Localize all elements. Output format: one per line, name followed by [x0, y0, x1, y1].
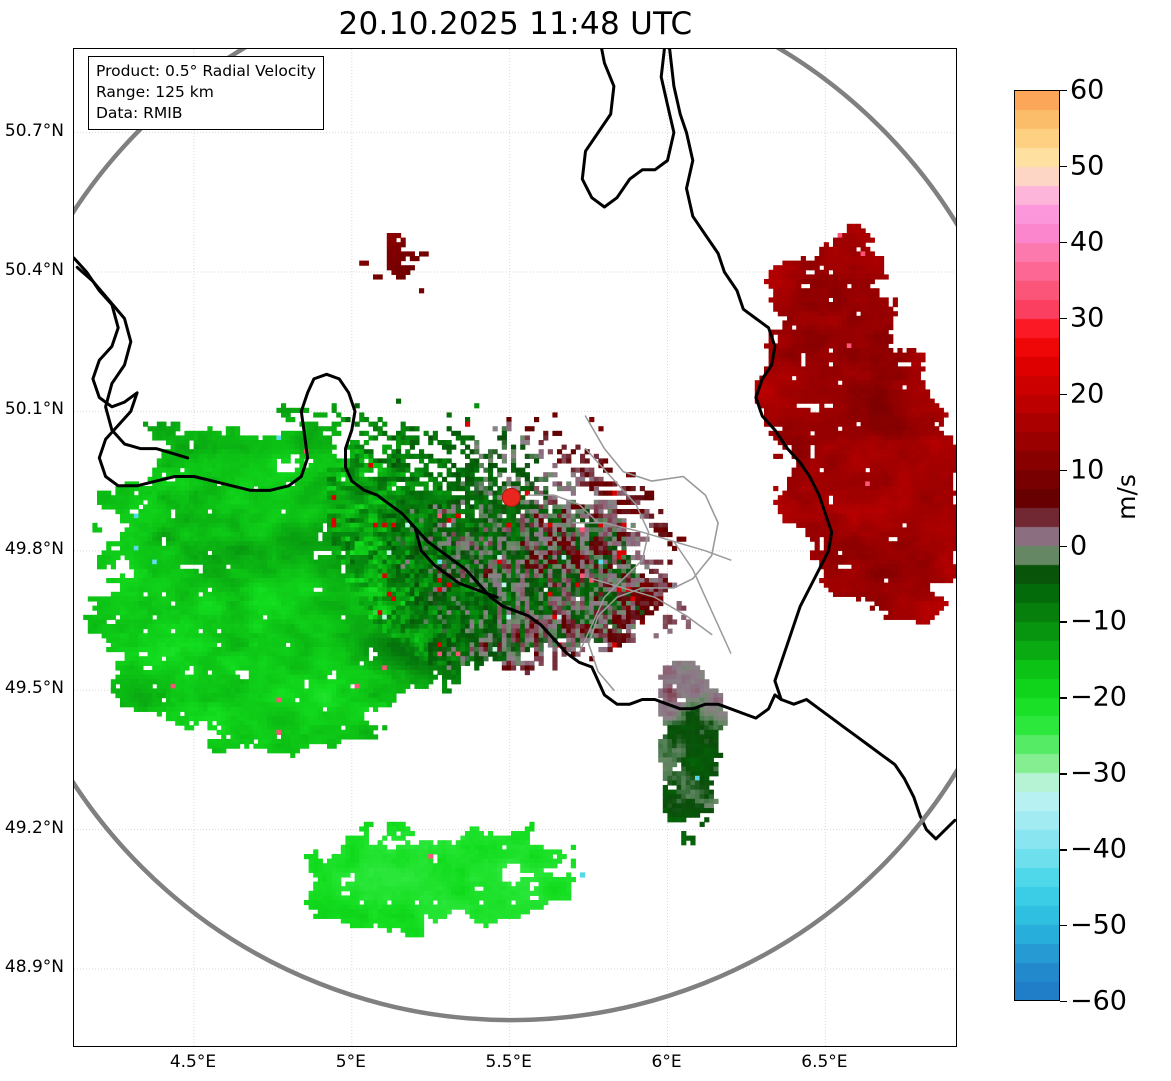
info-data: Data: RMIB [96, 104, 183, 122]
colorbar-tick-mark [1060, 621, 1067, 623]
product-info-box: Product: 0.5° Radial Velocity Range: 125… [88, 56, 324, 130]
colorbar-tick-mark [1060, 697, 1067, 699]
colorbar-tick-mark [1060, 469, 1067, 471]
x-axis-tick-label: 6°E [651, 1052, 682, 1072]
radar-map-svg [74, 49, 956, 1046]
national-borders [74, 49, 956, 841]
colorbar-tick-label: −40 [1070, 833, 1127, 865]
colorbar-tick-label: 40 [1070, 226, 1105, 258]
colorbar-tick-label: 20 [1070, 378, 1105, 410]
x-axis-tick-label: 5.5°E [485, 1052, 532, 1072]
colorbar-tick-mark [1060, 849, 1067, 851]
colorbar-tick-mark [1060, 241, 1067, 244]
border-nw-segment [75, 265, 190, 460]
admin-line-lux-4 [591, 577, 713, 636]
admin-line-lux-3 [572, 522, 732, 561]
colorbar-tick-label: −60 [1070, 985, 1127, 1017]
y-axis-tick-label: 50.4°N [4, 260, 64, 281]
colorbar-tick-label: −10 [1070, 605, 1127, 637]
info-range: Range: 125 km [96, 83, 214, 101]
admin-line-lux-5 [673, 540, 732, 654]
colorbar-tick-label: 60 [1070, 74, 1105, 106]
range-ring-125km [74, 49, 956, 1023]
colorbar-gradient [1015, 91, 1059, 1000]
admin-line-lux-1 [584, 415, 719, 691]
colorbar-tick-mark [1060, 925, 1067, 927]
border-be-fr-lux-south [74, 256, 783, 720]
colorbar-tick-mark [1060, 1001, 1067, 1003]
colorbar-tick-mark [1060, 90, 1067, 92]
y-axis-tick-label: 49.2°N [4, 817, 64, 838]
border-nl-be-limburg [580, 49, 676, 209]
colorbar-tick-label: −50 [1070, 909, 1127, 941]
radar-echo-layer [83, 223, 956, 938]
border-branch-gaume [413, 526, 499, 599]
colorbar-tick-mark [1060, 773, 1067, 775]
colorbar-unit-label: m/s [1112, 474, 1141, 520]
x-axis-tick-label: 6.5°E [801, 1052, 848, 1072]
x-axis-tick-label: 4.5°E [169, 1052, 217, 1072]
admin-line-lux-6 [527, 494, 599, 524]
colorbar[interactable] [1014, 90, 1060, 1001]
colorbar-tick-mark [1060, 393, 1067, 396]
map-plot-area[interactable] [73, 48, 957, 1047]
y-axis-tick-label: 48.9°N [4, 957, 64, 977]
y-axis-tick-label: 49.5°N [4, 678, 64, 699]
y-axis-tick-label: 49.8°N [4, 538, 64, 559]
colorbar-tick-mark [1060, 545, 1067, 547]
colorbar-tick-label: −30 [1070, 757, 1127, 789]
radar-site-layer [501, 487, 521, 507]
admin-line-lux-2 [578, 447, 650, 654]
colorbar-tick-mark [1060, 317, 1067, 320]
x-axis-tick-label: 5°E [335, 1052, 366, 1072]
y-axis-tick-label: 50.1°N [4, 399, 64, 420]
range-ring-layer [74, 49, 956, 1023]
colorbar-tick-label: 50 [1070, 150, 1105, 182]
y-axis-tick-label: 50.7°N [4, 120, 64, 141]
colorbar-tick-label: −20 [1070, 681, 1127, 713]
figure-title: 20.10.2025 11:48 UTC [338, 6, 693, 42]
colorbar-tick-mark [1060, 165, 1067, 168]
colorbar-tick-label: 30 [1070, 302, 1105, 334]
info-product: Product: 0.5° Radial Velocity [96, 62, 316, 80]
border-de-lux-east [668, 49, 956, 841]
radar-site-marker[interactable] [501, 487, 521, 507]
colorbar-tick-label: 0 [1070, 530, 1088, 561]
colorbar-tick-label: 10 [1070, 454, 1105, 486]
admin-boundaries [527, 415, 732, 691]
